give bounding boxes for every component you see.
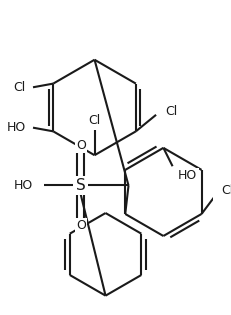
Text: HO: HO — [177, 169, 197, 182]
Text: Cl: Cl — [13, 81, 26, 94]
Text: S: S — [76, 178, 85, 193]
Text: Cl: Cl — [164, 105, 177, 117]
Text: HO: HO — [14, 179, 33, 192]
Text: Cl: Cl — [88, 114, 100, 127]
Text: HO: HO — [6, 121, 26, 134]
Text: O: O — [76, 219, 85, 232]
Text: Cl: Cl — [221, 184, 231, 197]
Text: O: O — [76, 139, 85, 152]
